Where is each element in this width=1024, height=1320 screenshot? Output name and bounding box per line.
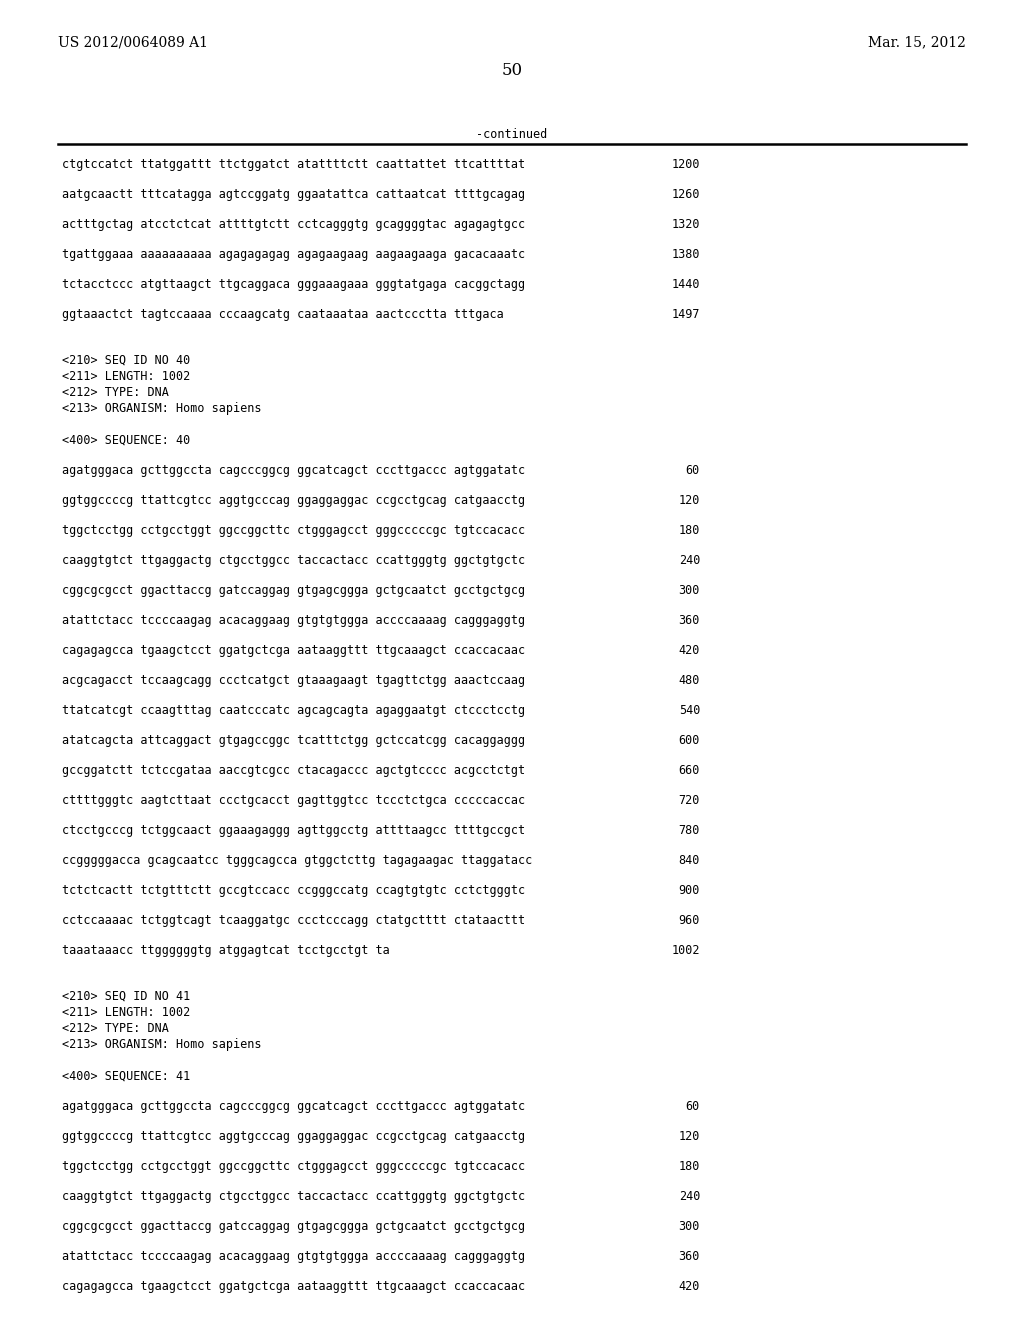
Text: tctctcactt tctgtttctt gccgtccacc ccgggccatg ccagtgtgtc cctctgggtc: tctctcactt tctgtttctt gccgtccacc ccgggcc…	[62, 884, 525, 898]
Text: <400> SEQUENCE: 40: <400> SEQUENCE: 40	[62, 434, 190, 447]
Text: <210> SEQ ID NO 41: <210> SEQ ID NO 41	[62, 990, 190, 1003]
Text: tggctcctgg cctgcctggt ggccggcttc ctgggagcct gggcccccgc tgtccacacc: tggctcctgg cctgcctggt ggccggcttc ctgggag…	[62, 524, 525, 537]
Text: aatgcaactt tttcatagga agtccggatg ggaatattca cattaatcat ttttgcagag: aatgcaactt tttcatagga agtccggatg ggaatat…	[62, 187, 525, 201]
Text: 720: 720	[679, 795, 700, 807]
Text: <211> LENGTH: 1002: <211> LENGTH: 1002	[62, 370, 190, 383]
Text: 180: 180	[679, 524, 700, 537]
Text: 840: 840	[679, 854, 700, 867]
Text: 420: 420	[679, 1280, 700, 1294]
Text: 900: 900	[679, 884, 700, 898]
Text: caaggtgtct ttgaggactg ctgcctggcc taccactacc ccattgggtg ggctgtgctc: caaggtgtct ttgaggactg ctgcctggcc taccact…	[62, 1191, 525, 1203]
Text: agatgggaca gcttggccta cagcccggcg ggcatcagct cccttgaccc agtggatatc: agatgggaca gcttggccta cagcccggcg ggcatca…	[62, 1100, 525, 1113]
Text: actttgctag atcctctcat attttgtctt cctcagggtg gcaggggtac agagagtgcc: actttgctag atcctctcat attttgtctt cctcagg…	[62, 218, 525, 231]
Text: -continued: -continued	[476, 128, 548, 141]
Text: 1260: 1260	[672, 187, 700, 201]
Text: 540: 540	[679, 704, 700, 717]
Text: 780: 780	[679, 824, 700, 837]
Text: 480: 480	[679, 675, 700, 686]
Text: caaggtgtct ttgaggactg ctgcctggcc taccactacc ccattgggtg ggctgtgctc: caaggtgtct ttgaggactg ctgcctggcc taccact…	[62, 554, 525, 568]
Text: 960: 960	[679, 913, 700, 927]
Text: atatcagcta attcaggact gtgagccggc tcatttctgg gctccatcgg cacaggaggg: atatcagcta attcaggact gtgagccggc tcatttc…	[62, 734, 525, 747]
Text: taaataaacc ttggggggtg atggagtcat tcctgcctgt ta: taaataaacc ttggggggtg atggagtcat tcctgcc…	[62, 944, 390, 957]
Text: 360: 360	[679, 614, 700, 627]
Text: <212> TYPE: DNA: <212> TYPE: DNA	[62, 385, 169, 399]
Text: 1320: 1320	[672, 218, 700, 231]
Text: <213> ORGANISM: Homo sapiens: <213> ORGANISM: Homo sapiens	[62, 1038, 261, 1051]
Text: atattctacc tccccaagag acacaggaag gtgtgtggga accccaaaag cagggaggtg: atattctacc tccccaagag acacaggaag gtgtgtg…	[62, 1250, 525, 1263]
Text: 240: 240	[679, 554, 700, 568]
Text: tgattggaaa aaaaaaaaaa agagagagag agagaagaag aagaagaaga gacacaaatc: tgattggaaa aaaaaaaaaa agagagagag agagaag…	[62, 248, 525, 261]
Text: 180: 180	[679, 1160, 700, 1173]
Text: cagagagcca tgaagctcct ggatgctcga aataaggttt ttgcaaagct ccaccacaac: cagagagcca tgaagctcct ggatgctcga aataagg…	[62, 1280, 525, 1294]
Text: 1440: 1440	[672, 279, 700, 290]
Text: cagagagcca tgaagctcct ggatgctcga aataaggttt ttgcaaagct ccaccacaac: cagagagcca tgaagctcct ggatgctcga aataagg…	[62, 644, 525, 657]
Text: 660: 660	[679, 764, 700, 777]
Text: <213> ORGANISM: Homo sapiens: <213> ORGANISM: Homo sapiens	[62, 403, 261, 414]
Text: 1200: 1200	[672, 158, 700, 172]
Text: ggtaaactct tagtccaaaa cccaagcatg caataaataa aactccctta tttgaca: ggtaaactct tagtccaaaa cccaagcatg caataaa…	[62, 308, 504, 321]
Text: US 2012/0064089 A1: US 2012/0064089 A1	[58, 36, 208, 49]
Text: cttttgggtc aagtcttaat ccctgcacct gagttggtcc tccctctgca cccccaccac: cttttgggtc aagtcttaat ccctgcacct gagttgg…	[62, 795, 525, 807]
Text: 420: 420	[679, 644, 700, 657]
Text: acgcagacct tccaagcagg ccctcatgct gtaaagaagt tgagttctgg aaactccaag: acgcagacct tccaagcagg ccctcatgct gtaaaga…	[62, 675, 525, 686]
Text: 300: 300	[679, 1220, 700, 1233]
Text: ttatcatcgt ccaagtttag caatcccatc agcagcagta agaggaatgt ctccctcctg: ttatcatcgt ccaagtttag caatcccatc agcagca…	[62, 704, 525, 717]
Text: 240: 240	[679, 1191, 700, 1203]
Text: ggtggccccg ttattcgtcc aggtgcccag ggaggaggac ccgcctgcag catgaacctg: ggtggccccg ttattcgtcc aggtgcccag ggaggag…	[62, 1130, 525, 1143]
Text: Mar. 15, 2012: Mar. 15, 2012	[868, 36, 966, 49]
Text: 1002: 1002	[672, 944, 700, 957]
Text: agatgggaca gcttggccta cagcccggcg ggcatcagct cccttgaccc agtggatatc: agatgggaca gcttggccta cagcccggcg ggcatca…	[62, 465, 525, 477]
Text: ctcctgcccg tctggcaact ggaaagaggg agttggcctg attttaagcc ttttgccgct: ctcctgcccg tctggcaact ggaaagaggg agttggc…	[62, 824, 525, 837]
Text: ggtggccccg ttattcgtcc aggtgcccag ggaggaggac ccgcctgcag catgaacctg: ggtggccccg ttattcgtcc aggtgcccag ggaggag…	[62, 494, 525, 507]
Text: <210> SEQ ID NO 40: <210> SEQ ID NO 40	[62, 354, 190, 367]
Text: tggctcctgg cctgcctggt ggccggcttc ctgggagcct gggcccccgc tgtccacacc: tggctcctgg cctgcctggt ggccggcttc ctgggag…	[62, 1160, 525, 1173]
Text: 360: 360	[679, 1250, 700, 1263]
Text: <211> LENGTH: 1002: <211> LENGTH: 1002	[62, 1006, 190, 1019]
Text: gccggatctt tctccgataa aaccgtcgcc ctacagaccc agctgtcccc acgcctctgt: gccggatctt tctccgataa aaccgtcgcc ctacaga…	[62, 764, 525, 777]
Text: ccgggggacca gcagcaatcc tgggcagcca gtggctcttg tagagaagac ttaggatacc: ccgggggacca gcagcaatcc tgggcagcca gtggct…	[62, 854, 532, 867]
Text: 60: 60	[686, 465, 700, 477]
Text: 120: 120	[679, 1130, 700, 1143]
Text: <400> SEQUENCE: 41: <400> SEQUENCE: 41	[62, 1071, 190, 1082]
Text: cggcgcgcct ggacttaccg gatccaggag gtgagcggga gctgcaatct gcctgctgcg: cggcgcgcct ggacttaccg gatccaggag gtgagcg…	[62, 583, 525, 597]
Text: cctccaaaac tctggtcagt tcaaggatgc ccctcccagg ctatgctttt ctataacttt: cctccaaaac tctggtcagt tcaaggatgc ccctccc…	[62, 913, 525, 927]
Text: 60: 60	[686, 1100, 700, 1113]
Text: 1380: 1380	[672, 248, 700, 261]
Text: ctgtccatct ttatggattt ttctggatct atattttctt caattattet ttcattttat: ctgtccatct ttatggattt ttctggatct atatttt…	[62, 158, 525, 172]
Text: cggcgcgcct ggacttaccg gatccaggag gtgagcggga gctgcaatct gcctgctgcg: cggcgcgcct ggacttaccg gatccaggag gtgagcg…	[62, 1220, 525, 1233]
Text: 300: 300	[679, 583, 700, 597]
Text: 120: 120	[679, 494, 700, 507]
Text: tctacctccc atgttaagct ttgcaggaca gggaaagaaa gggtatgaga cacggctagg: tctacctccc atgttaagct ttgcaggaca gggaaag…	[62, 279, 525, 290]
Text: 1497: 1497	[672, 308, 700, 321]
Text: <212> TYPE: DNA: <212> TYPE: DNA	[62, 1022, 169, 1035]
Text: 600: 600	[679, 734, 700, 747]
Text: atattctacc tccccaagag acacaggaag gtgtgtggga accccaaaag cagggaggtg: atattctacc tccccaagag acacaggaag gtgtgtg…	[62, 614, 525, 627]
Text: 50: 50	[502, 62, 522, 79]
